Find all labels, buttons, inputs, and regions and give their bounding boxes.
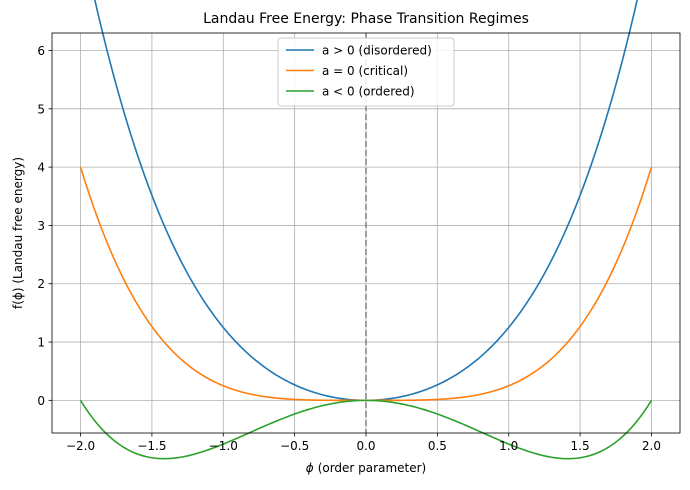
legend-box — [277, 37, 455, 107]
x-tick-label: −1.0 — [209, 439, 238, 453]
y-tick-label: 4 — [37, 161, 45, 175]
y-tick-label: 6 — [37, 44, 45, 58]
y-tick-label: 2 — [37, 277, 45, 291]
legend-label: a = 0 (critical) — [322, 64, 408, 78]
x-axis-label-text: (order parameter) — [318, 461, 427, 475]
x-tick-label: −1.5 — [137, 439, 166, 453]
y-tick-label: 5 — [37, 102, 45, 116]
x-tick-label: 1.5 — [571, 439, 590, 453]
series-layer — [79, 0, 653, 460]
x-tick-label: 1.0 — [499, 439, 518, 453]
x-axis-ticks: −2.0 −1.5 −1.0 −0.5 0.0 0.5 1.0 1.5 2.0 — [66, 433, 661, 453]
legend-label: a > 0 (disordered) — [322, 43, 432, 57]
x-axis-label-symbol: ϕ — [306, 461, 314, 475]
y-axis-ticks: 0 1 2 3 4 5 6 — [37, 44, 52, 408]
x-tick-label: 0.0 — [356, 439, 375, 453]
chart-title: Landau Free Energy: Phase Transition Reg… — [203, 11, 529, 27]
legend: a > 0 (disordered) a = 0 (critical) a < 0 … — [277, 37, 455, 107]
legend-label: a < 0 (ordered) — [322, 84, 415, 98]
x-tick-label: −0.5 — [280, 439, 309, 453]
y-axis-label: f(ϕ) (Landau free energy) — [11, 157, 25, 309]
legend-entries: a > 0 (disordered) a = 0 (critical) a < 0 … — [286, 43, 432, 98]
x-axis-label: ϕ (order parameter) — [306, 461, 426, 475]
x-tick-label: −2.0 — [66, 439, 95, 453]
x-tick-label: 0.5 — [428, 439, 447, 453]
y-tick-label: 3 — [37, 219, 45, 233]
x-tick-label: 2.0 — [642, 439, 661, 453]
y-tick-label: 1 — [37, 336, 45, 350]
y-tick-label: 0 — [37, 394, 45, 408]
series-line — [79, 399, 653, 460]
